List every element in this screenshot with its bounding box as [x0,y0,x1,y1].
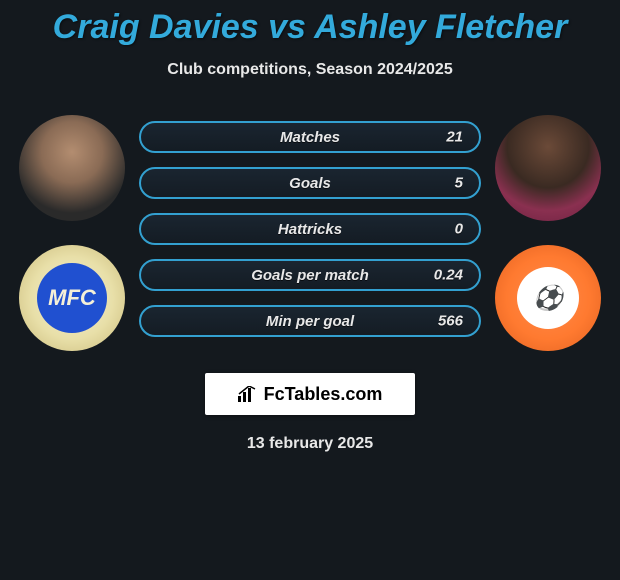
stats-list: Matches 21 Goals 5 Hattricks 0 Goals per… [139,121,481,337]
date-label: 13 february 2025 [0,435,620,453]
chart-icon [238,386,258,402]
stat-label: Matches [280,129,340,146]
stat-value: 566 [438,313,463,330]
page-title: Craig Davies vs Ashley Fletcher [0,0,620,47]
club-right-glyph: ⚽ [533,284,563,313]
stat-value: 0.24 [434,267,463,284]
page-subtitle: Club competitions, Season 2024/2025 [0,61,620,79]
watermark-text: FcTables.com [264,384,383,405]
stat-label: Min per goal [266,313,354,330]
player-right-avatar [495,115,601,221]
stat-label: Goals per match [251,267,369,284]
watermark-badge: FcTables.com [205,373,415,415]
club-left-crest: MFC [19,245,125,351]
stat-row: Min per goal 566 [139,305,481,337]
club-left-abbr: MFC [48,285,96,311]
comparison-section: MFC Matches 21 Goals 5 Hattricks 0 Goals… [0,115,620,351]
player-left-avatar [19,115,125,221]
stat-value: 21 [446,129,463,146]
stat-label: Goals [289,175,331,192]
left-column: MFC [19,115,125,351]
stat-row: Goals 5 [139,167,481,199]
stat-label: Hattricks [278,221,342,238]
stat-value: 0 [455,221,463,238]
stat-row: Hattricks 0 [139,213,481,245]
club-right-crest: ⚽ [495,245,601,351]
stat-row: Goals per match 0.24 [139,259,481,291]
stat-value: 5 [455,175,463,192]
stat-row: Matches 21 [139,121,481,153]
right-column: ⚽ [495,115,601,351]
